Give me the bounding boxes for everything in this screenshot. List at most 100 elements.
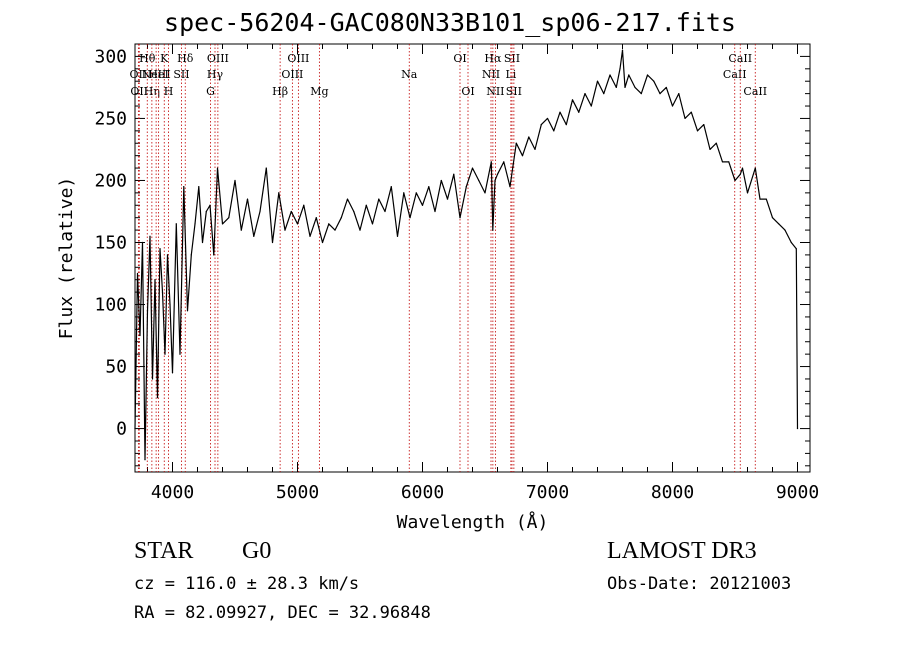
x-axis-label: Wavelength (Å)	[397, 511, 549, 533]
series-point	[534, 148, 536, 151]
series-point	[240, 229, 242, 231]
x-tick-label: 9000	[776, 482, 819, 503]
series-point	[183, 186, 185, 188]
series-point	[144, 458, 146, 461]
series-point	[201, 241, 204, 244]
series-point	[171, 372, 174, 374]
series-line-flux	[134, 49, 799, 461]
object-class: STAR	[134, 538, 194, 564]
line-marker-label: Mg	[310, 85, 328, 98]
y-tick-label: 100	[94, 295, 127, 316]
series-point	[209, 204, 211, 206]
x-tick-label: 7000	[526, 482, 569, 503]
series-point	[141, 241, 144, 244]
x-tick-label: 4000	[151, 482, 194, 503]
series-point	[315, 217, 317, 219]
series-point	[640, 93, 642, 95]
series-point	[715, 142, 717, 144]
series-point	[390, 186, 392, 188]
line-marker-label: Hδ	[177, 52, 194, 65]
series-point	[665, 86, 667, 89]
series-point	[259, 210, 261, 213]
y-tick-label: 150	[94, 232, 127, 253]
spectrum-series	[134, 49, 799, 461]
series-point	[146, 310, 149, 312]
series-point	[253, 235, 255, 237]
series-point	[496, 173, 499, 175]
object-subclass: G0	[242, 538, 272, 564]
line-marker-label: Hβ	[272, 85, 288, 98]
series-point	[378, 198, 380, 200]
series-point	[415, 192, 417, 194]
survey-name: LAMOST DR3	[607, 538, 757, 564]
series-point	[446, 198, 449, 200]
series-point	[194, 223, 196, 225]
series-point	[134, 427, 136, 430]
series-point	[784, 229, 786, 231]
coordinates: RA = 82.09927, DEC = 32.96848	[134, 603, 431, 623]
line-marker-label: NII	[486, 85, 504, 98]
series-point	[265, 167, 267, 169]
series-point	[790, 241, 792, 244]
y-axis-label: Flux (relative)	[56, 177, 77, 340]
observation-date: Obs-Date: 20121003	[607, 574, 792, 594]
line-marker-label: Hα	[484, 52, 502, 65]
series-point	[509, 186, 511, 188]
line-marker-label: OIII	[207, 52, 229, 65]
series-point	[421, 204, 424, 206]
line-marker-label: K	[160, 52, 169, 65]
series-point	[596, 80, 599, 82]
series-point	[321, 241, 324, 244]
x-tick-label: 6000	[401, 482, 444, 503]
series-point	[490, 161, 492, 163]
chart-title: spec-56204-GAC080N33B101_sp06-217.fits	[164, 8, 736, 37]
line-marker-label: SII	[504, 52, 520, 65]
series-point	[578, 111, 580, 113]
series-point	[540, 124, 542, 126]
line-marker-label: H	[164, 85, 174, 98]
line-marker-label: SII	[173, 68, 189, 81]
series-point	[603, 93, 605, 95]
series-point	[619, 68, 621, 70]
series-point	[484, 192, 486, 194]
series-point	[359, 229, 361, 231]
series-point	[156, 396, 159, 399]
x-tick-label: 8000	[651, 482, 694, 503]
y-tick-label: 50	[105, 357, 127, 378]
series-point	[428, 186, 430, 188]
series-point	[384, 210, 386, 213]
series-point	[151, 378, 154, 380]
series-point	[795, 248, 797, 250]
series-point	[754, 167, 756, 169]
series-point	[584, 93, 586, 95]
series-point	[166, 254, 169, 256]
series-point	[515, 142, 517, 144]
series-point	[634, 86, 636, 89]
series-point	[739, 173, 741, 175]
y-tick-label: 200	[94, 170, 127, 191]
series-point	[216, 167, 219, 169]
series-point	[778, 223, 780, 225]
series-point	[721, 161, 724, 163]
series-point	[546, 117, 549, 120]
series-point	[290, 210, 292, 213]
series-point	[471, 167, 474, 169]
series-point	[284, 229, 286, 231]
series-point	[396, 235, 399, 237]
series-point	[434, 210, 436, 213]
series-point	[190, 254, 192, 256]
series-point	[246, 198, 249, 200]
series-point	[709, 148, 711, 151]
series-point	[164, 353, 166, 355]
series-point	[624, 86, 626, 89]
series-point	[646, 74, 649, 76]
series-point	[205, 210, 207, 213]
redshift-value: cz = 116.0 ± 28.3 km/s	[134, 574, 360, 594]
series-point	[149, 235, 151, 237]
line-marker-label: OI	[461, 85, 474, 98]
line-marker-label: OIII	[281, 68, 303, 81]
series-point	[571, 99, 574, 101]
series-point	[296, 223, 299, 225]
series-point	[521, 155, 524, 157]
